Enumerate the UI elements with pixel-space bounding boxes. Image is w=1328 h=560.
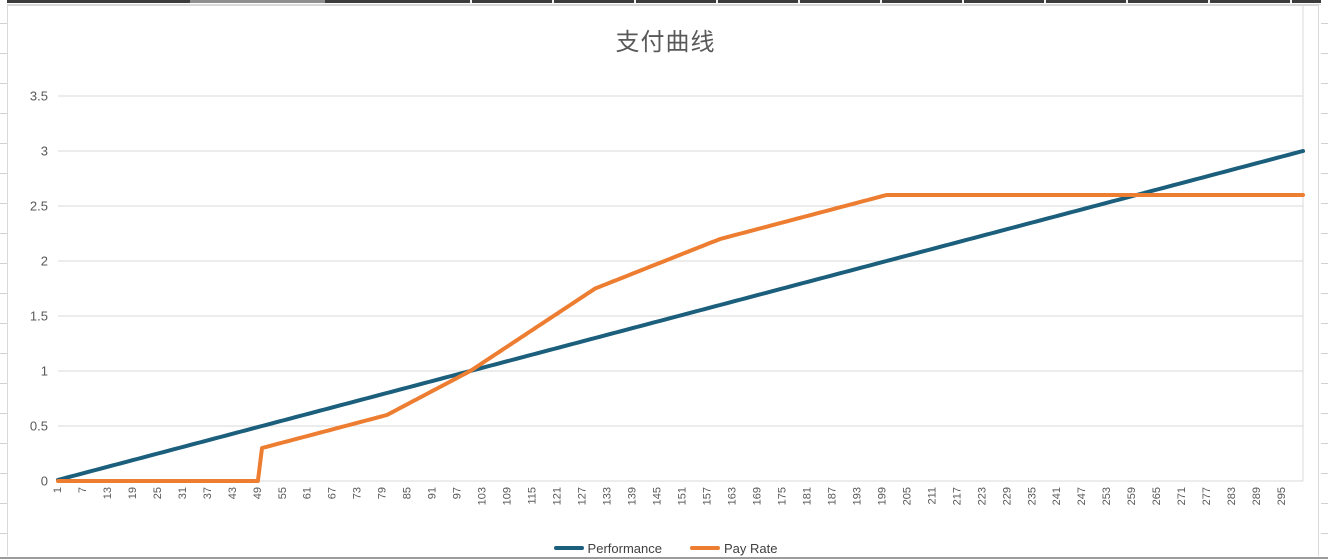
chart-title: 支付曲线 (615, 29, 716, 56)
x-axis-tick-label: 247 (1076, 487, 1088, 505)
x-axis-tick-label: 187 (826, 487, 838, 505)
x-axis-tick-label: 97 (452, 487, 464, 499)
x-axis-tick-label: 109 (502, 487, 514, 505)
x-axis-tick-label: 157 (701, 487, 713, 505)
column-border-gap (634, 0, 636, 3)
performance-line (56, 149, 1305, 482)
pay-rate-line (56, 193, 1305, 483)
y-axis-tick-label: 0 (41, 474, 48, 489)
x-axis-tick-label: 85 (402, 487, 414, 499)
chart-top-edge-line (0, 4, 1328, 5)
x-axis-tick-label: 223 (976, 487, 988, 505)
x-axis-tick-label: 103 (477, 487, 489, 505)
x-axis-tick-label: 121 (552, 487, 564, 505)
x-axis-tick-label: 13 (102, 487, 114, 499)
x-axis-tick-label: 127 (577, 487, 589, 505)
x-axis-tick-label: 271 (1176, 487, 1188, 505)
spreadsheet-bottom-cell-border (0, 557, 1328, 559)
x-axis-tick-label: 55 (277, 487, 289, 499)
x-axis-tick-label: 19 (127, 487, 139, 499)
x-axis-tick-label: 211 (926, 487, 938, 505)
x-axis-tick-label: 67 (327, 487, 339, 499)
x-axis-tick-label: 73 (352, 487, 364, 499)
y-axis-tick-label: 0.5 (30, 419, 48, 434)
x-axis-tick-label: 43 (227, 487, 239, 499)
x-axis-tick-label: 139 (627, 487, 639, 505)
y-axis-tick-label: 3.5 (30, 89, 48, 104)
legend-item-pay-rate[interactable]: Pay Rate (689, 540, 778, 556)
x-axis-tick-label: 133 (602, 487, 614, 505)
chart-object-frame[interactable] (7, 5, 1319, 556)
x-axis-tick-label: 235 (1026, 487, 1038, 505)
legend[interactable]: Performance Pay Rate (44, 538, 1287, 558)
column-border-gap (1126, 0, 1128, 3)
x-axis-tick-label: 49 (252, 487, 264, 499)
column-border-gap (1044, 0, 1046, 3)
column-border-gap (1208, 0, 1210, 3)
y-axis-tick-label: 3 (41, 144, 48, 159)
x-axis-tick-label: 205 (901, 487, 913, 505)
y-axis-tick-label: 1.5 (30, 309, 48, 324)
spreadsheet-row-lines-left (0, 0, 7, 557)
x-axis-tick-label: 115 (527, 487, 539, 505)
x-axis-tick-label: 151 (676, 487, 688, 505)
x-axis-tick-label: 25 (152, 487, 164, 499)
x-axis-tick-label: 61 (302, 487, 314, 499)
x-axis-tick-label: 31 (177, 487, 189, 499)
x-axis-tick-label: 241 (1051, 487, 1063, 505)
legend-line-swatch (553, 546, 584, 550)
column-border-gap (798, 0, 800, 3)
x-axis-tick-label: 37 (202, 487, 214, 499)
legend-item-performance[interactable]: Performance (553, 540, 662, 556)
column-border-gap (470, 0, 472, 3)
x-axis-tick-label: 283 (1226, 487, 1238, 505)
x-axis-tick-label: 145 (652, 487, 664, 505)
x-axis-tick-label: 91 (427, 487, 439, 499)
top-cell-border-gray-segment (190, 0, 325, 3)
column-border-gap (1290, 0, 1292, 3)
x-axis-tick-label: 79 (377, 487, 389, 499)
column-border-gap (552, 0, 554, 3)
x-axis-tick-label: 229 (1001, 487, 1013, 505)
x-axis-tick-label: 217 (951, 487, 963, 505)
column-border-gap (880, 0, 882, 3)
x-axis-tick-label: 277 (1201, 487, 1213, 505)
spreadsheet-top-cell-border (0, 0, 1328, 3)
column-border-gap (962, 0, 964, 3)
x-axis-tick-label: 199 (876, 487, 888, 505)
x-axis-tick-label: 175 (776, 487, 788, 505)
x-axis-tick-label: 169 (751, 487, 763, 505)
x-axis-tick-label: 1 (52, 487, 64, 493)
x-axis-tick-label: 253 (1101, 487, 1113, 505)
x-axis-tick-label: 163 (726, 487, 738, 505)
legend-label: Performance (587, 540, 662, 556)
legend-label: Pay Rate (723, 540, 778, 556)
x-axis-tick-label: 289 (1251, 487, 1263, 505)
x-axis-tick-label: 265 (1151, 487, 1163, 505)
x-axis-tick-label: 295 (1276, 487, 1288, 505)
legend-line-swatch (689, 546, 720, 550)
y-axis-tick-label: 1 (41, 364, 48, 379)
column-border-gap (716, 0, 718, 3)
x-axis-tick-label: 193 (851, 487, 863, 505)
y-axis-tick-label: 2.5 (30, 199, 48, 214)
y-axis-tick-label: 2 (41, 254, 48, 269)
x-axis-tick-label: 7 (77, 487, 89, 493)
x-axis-tick-label: 259 (1126, 487, 1138, 505)
x-axis-tick-label: 181 (801, 487, 813, 505)
spreadsheet-row-lines-right (1321, 0, 1328, 557)
